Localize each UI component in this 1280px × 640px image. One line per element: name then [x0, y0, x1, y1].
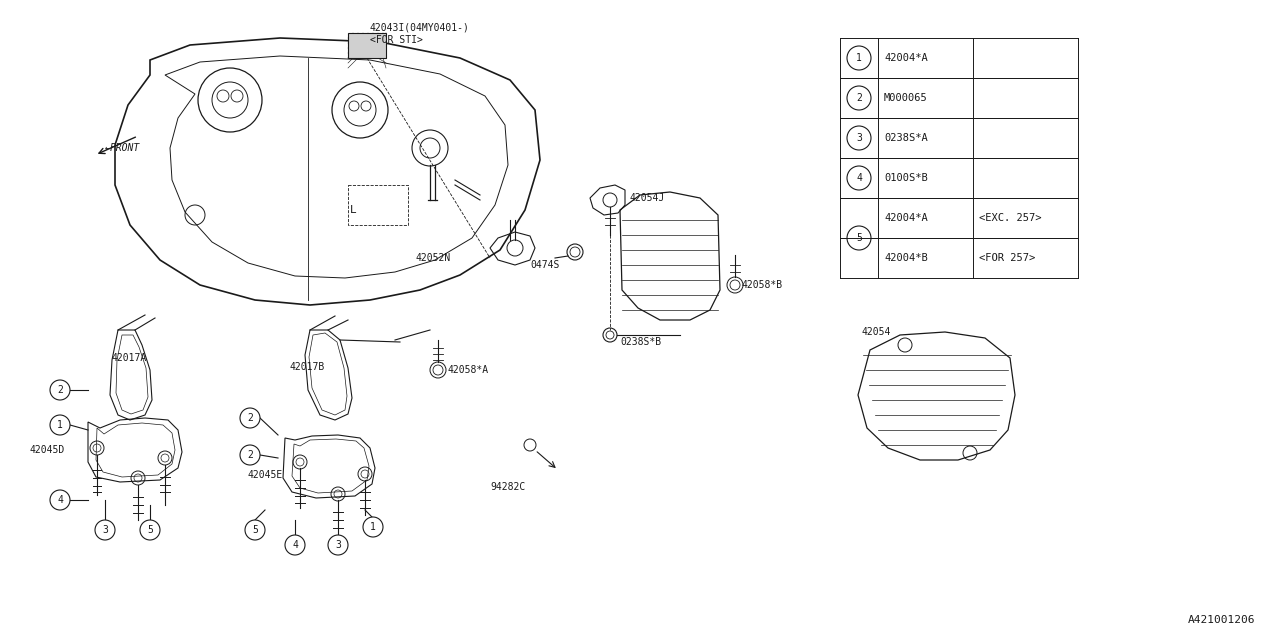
- Circle shape: [50, 415, 70, 435]
- Text: 42052N: 42052N: [415, 253, 451, 263]
- Circle shape: [847, 46, 870, 70]
- Text: 42058*B: 42058*B: [742, 280, 783, 290]
- Text: 42058*A: 42058*A: [448, 365, 489, 375]
- Text: 42054J: 42054J: [630, 193, 666, 203]
- Text: 42045E: 42045E: [248, 470, 283, 480]
- Text: ←FRONT: ←FRONT: [105, 143, 141, 153]
- Text: 4: 4: [58, 495, 63, 505]
- Text: 3: 3: [102, 525, 108, 535]
- Text: <EXC. 257>: <EXC. 257>: [979, 213, 1042, 223]
- Text: 0238S*B: 0238S*B: [620, 337, 662, 347]
- Text: A421001206: A421001206: [1188, 615, 1254, 625]
- Text: 1: 1: [58, 420, 63, 430]
- Text: 42017B: 42017B: [291, 362, 325, 372]
- Text: 1: 1: [856, 53, 861, 63]
- Text: <FOR STI>: <FOR STI>: [370, 35, 422, 45]
- Bar: [348, 33, 387, 58]
- Circle shape: [241, 445, 260, 465]
- Text: 42045D: 42045D: [29, 445, 65, 455]
- Circle shape: [364, 517, 383, 537]
- Circle shape: [847, 166, 870, 190]
- Text: 5: 5: [856, 233, 861, 243]
- Text: 42004*B: 42004*B: [884, 253, 928, 263]
- Text: 42004*A: 42004*A: [884, 213, 928, 223]
- Circle shape: [50, 380, 70, 400]
- Circle shape: [241, 408, 260, 428]
- Text: 42043I(04MY0401-): 42043I(04MY0401-): [370, 22, 470, 32]
- Text: M000065: M000065: [884, 93, 928, 103]
- Circle shape: [140, 520, 160, 540]
- Text: 5: 5: [147, 525, 152, 535]
- Text: 94282C: 94282C: [490, 482, 525, 492]
- Circle shape: [847, 126, 870, 150]
- Text: 5: 5: [252, 525, 259, 535]
- Text: 3: 3: [856, 133, 861, 143]
- Circle shape: [847, 226, 870, 250]
- Text: 1: 1: [370, 522, 376, 532]
- Circle shape: [244, 520, 265, 540]
- Text: 2: 2: [856, 93, 861, 103]
- Circle shape: [95, 520, 115, 540]
- Text: 42054: 42054: [861, 327, 891, 337]
- Text: 4: 4: [856, 173, 861, 183]
- Circle shape: [50, 490, 70, 510]
- Text: <FOR 257>: <FOR 257>: [979, 253, 1036, 263]
- Text: 4: 4: [292, 540, 298, 550]
- Circle shape: [285, 535, 305, 555]
- Circle shape: [847, 86, 870, 110]
- Text: 3: 3: [335, 540, 340, 550]
- Text: 0474S: 0474S: [530, 260, 559, 270]
- Text: 42004*A: 42004*A: [884, 53, 928, 63]
- Text: 2: 2: [247, 450, 253, 460]
- Text: 42017A: 42017A: [113, 353, 147, 363]
- Text: 2: 2: [58, 385, 63, 395]
- Circle shape: [328, 535, 348, 555]
- Text: 0100S*B: 0100S*B: [884, 173, 928, 183]
- Text: L: L: [349, 205, 357, 215]
- Text: 2: 2: [247, 413, 253, 423]
- Text: 0238S*A: 0238S*A: [884, 133, 928, 143]
